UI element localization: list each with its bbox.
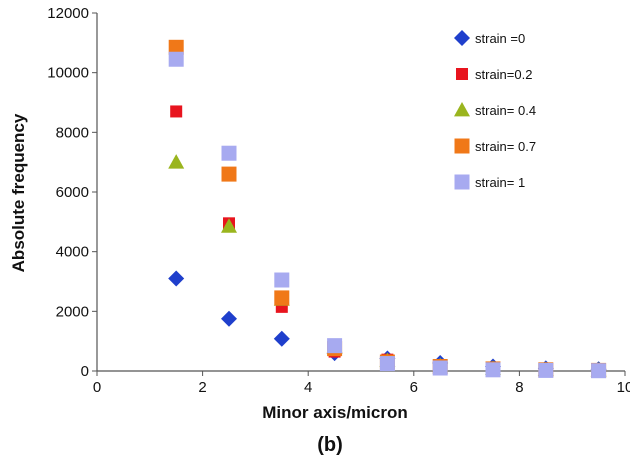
- legend: strain =0 strain=0.2 strain= 0.4 strain= 0.…: [454, 30, 536, 190]
- legend-marker: [454, 138, 470, 154]
- series-5: [168, 51, 607, 379]
- data-point: [221, 218, 237, 233]
- data-point: [327, 338, 343, 354]
- x-tick-label: 0: [93, 379, 101, 396]
- y-tick-label: 2000: [56, 303, 89, 320]
- axes: 0 2 4 6 8 10 0 2000 4000 6000 8000 10000 12000: [47, 5, 630, 396]
- legend-label: strain=0.2: [475, 67, 532, 82]
- data-point: [538, 362, 554, 378]
- data-point: [485, 362, 501, 378]
- legend-marker: [454, 174, 470, 190]
- legend-marker: [454, 30, 470, 46]
- y-tick-label: 10000: [47, 65, 89, 82]
- legend-label: strain= 0.4: [475, 103, 536, 118]
- y-tick-label: 0: [81, 363, 89, 380]
- data-point: [221, 310, 237, 327]
- data-point: [274, 272, 290, 288]
- series-3: [168, 154, 607, 377]
- figure-caption: (b): [317, 434, 343, 456]
- y-tick-label: 6000: [56, 184, 89, 201]
- x-tick-label: 6: [410, 379, 418, 396]
- y-axis-title: Absolute frequency: [9, 113, 28, 272]
- data-point: [432, 360, 448, 376]
- data-point: [221, 166, 237, 182]
- y-tick-label: 12000: [47, 5, 89, 22]
- y-tick-label: 4000: [56, 244, 89, 261]
- data-point: [168, 39, 184, 55]
- y-tick-label: 8000: [56, 124, 89, 141]
- data-point: [168, 154, 185, 169]
- data-point: [170, 105, 183, 118]
- data-point: [221, 145, 237, 161]
- x-axis-title: Minor axis/micron: [262, 403, 407, 422]
- data-point: [591, 363, 607, 379]
- data-point: [168, 51, 184, 67]
- legend-marker: [454, 102, 470, 117]
- legend-label: strain =0: [475, 31, 525, 46]
- x-tick-label: 4: [304, 379, 312, 396]
- data-point: [379, 356, 395, 372]
- data-markers: [168, 39, 607, 379]
- legend-label: strain= 1: [475, 175, 525, 190]
- x-tick-label: 10: [617, 379, 630, 396]
- series-4: [168, 39, 607, 378]
- data-point: [274, 290, 290, 306]
- data-point: [168, 270, 185, 287]
- x-tick-label: 2: [198, 379, 206, 396]
- data-point: [273, 330, 290, 347]
- legend-marker: [456, 68, 468, 80]
- legend-label: strain= 0.7: [475, 139, 536, 154]
- x-tick-label: 8: [515, 379, 523, 396]
